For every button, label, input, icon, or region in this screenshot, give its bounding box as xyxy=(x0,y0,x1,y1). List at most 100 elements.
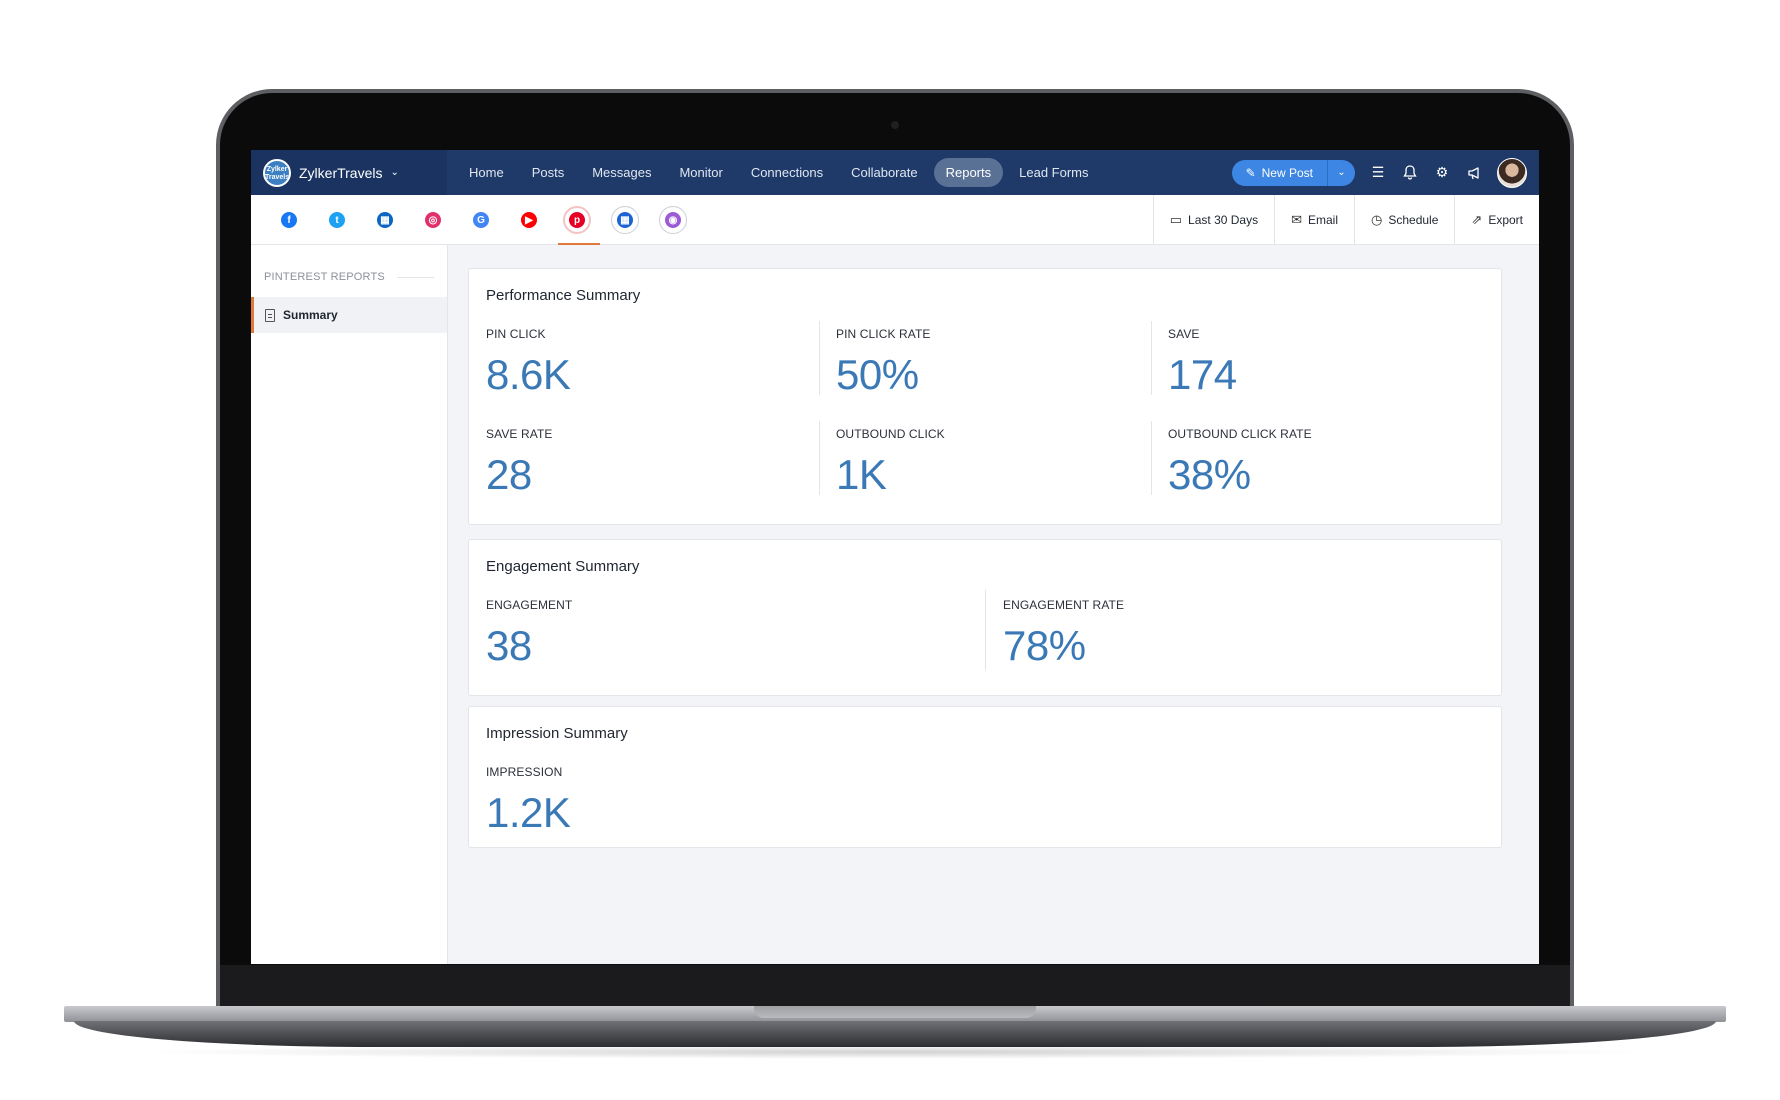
instagram-icon: ◎ xyxy=(425,212,441,228)
camera-icon xyxy=(891,121,899,129)
metric-label: PIN CLICK xyxy=(486,327,546,341)
new-post-dropdown-button[interactable]: ⌄ xyxy=(1327,159,1355,186)
laptop-base-lip xyxy=(74,1021,1716,1047)
laptop-bezel-bottom xyxy=(220,965,1570,1009)
date-range-button[interactable]: ▭ Last 30 Days xyxy=(1152,195,1274,245)
metric-value: 1.2K xyxy=(486,789,571,836)
chevron-down-icon: ⌄ xyxy=(390,167,399,178)
laptop-notch xyxy=(754,1006,1036,1018)
bell-icon[interactable] xyxy=(1401,164,1419,182)
report-toolbar: f t ▦ ◎ G ▶ p ▦ ◉ ▭ Last 30 Days ✉ Email ◷ Sched… xyxy=(251,195,1539,245)
channel-tabs: f t ▦ ◎ G ▶ p ▦ ◉ xyxy=(275,195,687,245)
twitter-icon: t xyxy=(329,212,345,228)
engagement-summary-card: Engagement Summary ENGAGEMENT 38 ENGAGEM… xyxy=(468,539,1502,696)
clock-icon: ◷ xyxy=(1371,212,1383,227)
metric-save: SAVE 174 xyxy=(1168,327,1237,399)
divider xyxy=(1151,421,1152,495)
performance-summary-card: Performance Summary PIN CLICK 8.6K PIN C… xyxy=(468,268,1502,525)
sidebar-heading-label: PINTEREST REPORTS xyxy=(264,271,385,283)
metric-label: ENGAGEMENT xyxy=(486,598,573,612)
microsoft-icon: ▦ xyxy=(617,212,633,228)
metric-outbound-click-rate: OUTBOUND CLICK RATE 38% xyxy=(1168,427,1312,499)
metric-value: 174 xyxy=(1168,351,1237,398)
card-title: Engagement Summary xyxy=(486,558,640,575)
brand-switcher[interactable]: Zylker Travels ZylkerTravels ⌄ xyxy=(251,150,447,195)
channel-tab-google-business[interactable]: G xyxy=(467,206,495,234)
report-actions: ▭ Last 30 Days ✉ Email ◷ Schedule ⇗ Expo… xyxy=(1152,195,1539,245)
metric-label: OUTBOUND CLICK xyxy=(836,427,945,441)
metric-save-rate: SAVE RATE 28 xyxy=(486,427,552,499)
metric-value: 1K xyxy=(836,451,887,498)
channel-tab-instagram[interactable]: ◎ xyxy=(419,206,447,234)
facebook-icon: f xyxy=(281,212,297,228)
schedule-button[interactable]: ◷ Schedule xyxy=(1354,195,1454,245)
pencil-icon: ✎ xyxy=(1245,165,1256,180)
email-label: Email xyxy=(1308,213,1339,227)
export-label: Export xyxy=(1488,213,1523,227)
new-post-button[interactable]: ✎ New Post xyxy=(1232,160,1327,186)
metric-label: SAVE xyxy=(1168,327,1200,341)
divider xyxy=(396,276,434,278)
nav-home[interactable]: Home xyxy=(469,165,504,180)
metric-impression: IMPRESSION 1.2K xyxy=(486,765,571,837)
metric-value: 38 xyxy=(486,622,532,669)
metric-engagement: ENGAGEMENT 38 xyxy=(486,598,572,670)
divider xyxy=(985,590,986,670)
divider xyxy=(819,321,820,395)
chevron-down-icon: ⌄ xyxy=(1337,167,1346,178)
card-title: Impression Summary xyxy=(486,725,628,742)
schedule-label: Schedule xyxy=(1388,213,1439,227)
metric-label: ENGAGEMENT RATE xyxy=(1003,598,1125,612)
metric-label: PIN CLICK RATE xyxy=(836,327,931,341)
channel-tab-linkedin-page[interactable]: ▦ xyxy=(371,206,399,234)
nav-lead-forms[interactable]: Lead Forms xyxy=(1019,165,1089,180)
envelope-icon: ✉ xyxy=(1291,212,1302,227)
sidebar-item-label: Summary xyxy=(283,308,338,322)
new-post-split-button: ✎ New Post ⌄ xyxy=(1231,159,1355,186)
divider xyxy=(819,421,820,495)
new-post-label: New Post xyxy=(1261,165,1313,180)
nav-menu: Home Posts Messages Monitor Connections … xyxy=(457,158,1101,187)
metric-value: 38% xyxy=(1168,451,1251,498)
top-navigation: Zylker Travels ZylkerTravels ⌄ Home Post… xyxy=(251,150,1539,195)
sidebar-item-summary[interactable]: Summary xyxy=(251,297,447,333)
email-button[interactable]: ✉ Email xyxy=(1274,195,1354,245)
menu-list-icon[interactable]: ☰ xyxy=(1371,164,1385,180)
metric-value: 78% xyxy=(1003,622,1086,669)
metric-label: SAVE RATE xyxy=(486,427,553,441)
metric-outbound-click: OUTBOUND CLICK 1K xyxy=(836,427,945,499)
card-title: Performance Summary xyxy=(486,287,641,304)
google-business-icon: G xyxy=(473,212,489,228)
channel-tab-microsoft[interactable]: ▦ xyxy=(611,206,639,234)
metric-label: OUTBOUND CLICK RATE xyxy=(1168,427,1312,441)
calendar-icon: ▭ xyxy=(1169,212,1183,227)
divider xyxy=(1151,321,1152,395)
metric-label: IMPRESSION xyxy=(486,765,563,779)
impression-summary-card: Impression Summary IMPRESSION 1.2K xyxy=(468,706,1502,848)
user-avatar[interactable] xyxy=(1497,157,1527,188)
laptop-shadow xyxy=(130,1045,1660,1059)
pinterest-icon: p xyxy=(569,212,585,228)
date-range-label: Last 30 Days xyxy=(1188,213,1259,227)
nav-collaborate[interactable]: Collaborate xyxy=(851,165,918,180)
channel-tab-twitter[interactable]: t xyxy=(323,206,351,234)
export-button[interactable]: ⇗ Export xyxy=(1454,195,1539,245)
channel-tab-youtube[interactable]: ▶ xyxy=(515,206,543,234)
channel-tab-facebook[interactable]: f xyxy=(275,206,303,234)
brand-logo-icon: Zylker Travels xyxy=(263,158,291,187)
reports-sidebar: PINTEREST REPORTS Summary xyxy=(251,245,448,964)
nav-posts[interactable]: Posts xyxy=(531,165,565,180)
nav-monitor[interactable]: Monitor xyxy=(679,165,723,180)
channel-tab-tiktok[interactable]: ◉ xyxy=(659,206,687,234)
nav-connections[interactable]: Connections xyxy=(750,165,824,180)
metric-pin-click-rate: PIN CLICK RATE 50% xyxy=(836,327,931,399)
megaphone-icon[interactable] xyxy=(1465,164,1483,182)
gear-icon[interactable]: ⚙ xyxy=(1435,164,1449,180)
metric-value: 50% xyxy=(836,351,919,398)
nav-right-tools: ✎ New Post ⌄ ☰ ⚙ xyxy=(1231,150,1527,195)
channel-tab-pinterest[interactable]: p xyxy=(558,206,600,245)
nav-reports[interactable]: Reports xyxy=(933,158,1004,187)
metric-pin-click: PIN CLICK 8.6K xyxy=(486,327,571,399)
app-screen: Zylker Travels ZylkerTravels ⌄ Home Post… xyxy=(251,150,1539,964)
nav-messages[interactable]: Messages xyxy=(592,165,652,180)
